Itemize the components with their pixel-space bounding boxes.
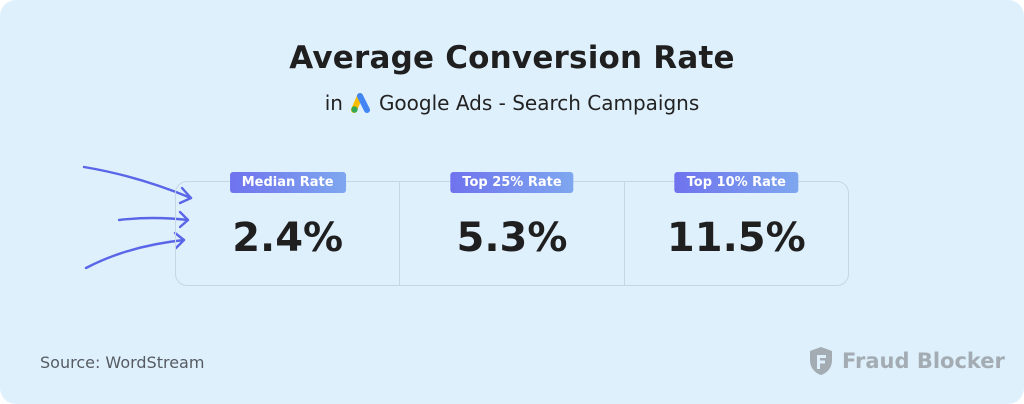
stat-value: 5.3% bbox=[456, 214, 568, 261]
stat-top-25: Top 25% Rate 5.3% bbox=[399, 172, 623, 285]
stat-value: 11.5% bbox=[666, 214, 806, 261]
brand-name: Fraud Blocker bbox=[842, 349, 1005, 373]
stat-top-10: Top 10% Rate 11.5% bbox=[623, 172, 848, 285]
brand-logo: Fraud Blocker bbox=[808, 346, 1005, 376]
google-ads-logo-icon bbox=[350, 93, 370, 113]
stat-label: Top 25% Rate bbox=[450, 172, 574, 193]
stats-panel: Median Rate 2.4% Top 25% Rate 5.3% Top 1… bbox=[175, 172, 849, 286]
page-title: Average Conversion Rate bbox=[289, 40, 735, 76]
stat-value: 2.4% bbox=[232, 214, 344, 261]
stat-label: Top 10% Rate bbox=[674, 172, 798, 193]
subtitle-brand: Google Ads - Search Campaigns bbox=[378, 91, 700, 115]
source-note: Source: WordStream bbox=[40, 353, 205, 372]
subtitle-prefix: in bbox=[324, 91, 343, 115]
subtitle: in Google Ads - Search Campaigns bbox=[0, 91, 1024, 115]
stat-median: Median Rate 2.4% bbox=[176, 172, 399, 285]
shield-icon bbox=[810, 347, 832, 375]
stat-label: Median Rate bbox=[229, 172, 346, 193]
